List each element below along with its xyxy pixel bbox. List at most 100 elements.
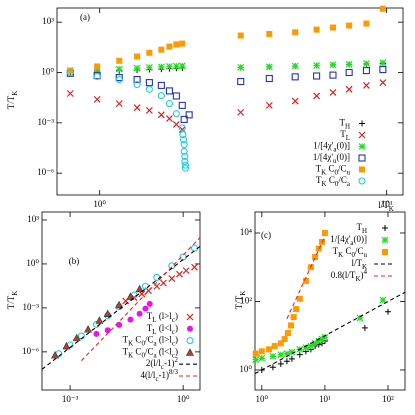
marker-open-circle <box>133 81 141 89</box>
marker-open-circle <box>165 100 173 108</box>
marker-cross <box>345 85 353 93</box>
marker-plus <box>296 351 303 358</box>
marker-star <box>265 63 273 71</box>
marker-cross <box>115 100 123 108</box>
legend-label: 2(l/lc-1)2 <box>146 356 179 371</box>
marker-circle <box>116 321 123 328</box>
x-axis-label: l/TK <box>378 200 394 213</box>
marker-circle <box>146 300 153 307</box>
marker-star <box>291 62 299 70</box>
marker-star <box>172 62 180 70</box>
marker-square <box>290 314 297 321</box>
marker-star <box>345 60 353 68</box>
marker-square <box>134 53 141 60</box>
plot-frame <box>41 211 201 391</box>
y-tick-label: 10⁰ <box>26 258 39 268</box>
marker-square <box>158 46 165 53</box>
marker-triangle <box>126 292 135 300</box>
marker-open-square <box>185 111 193 119</box>
x-tick-label: 10² <box>382 394 394 404</box>
panel-label: (c) <box>261 230 271 240</box>
marker-cross <box>186 313 194 321</box>
marker-square <box>252 350 259 357</box>
y-tick-label: 10⁻⁶ <box>37 167 54 177</box>
marker-triangle <box>103 309 112 318</box>
marker-square <box>296 295 303 302</box>
marker-star <box>379 59 387 67</box>
y-tick-label: 10³ <box>42 16 54 26</box>
marker-open-circle <box>190 244 199 252</box>
marker-star <box>178 62 186 70</box>
marker-square <box>302 277 309 284</box>
marker-open-square <box>313 72 321 80</box>
marker-square <box>265 346 272 353</box>
marker-cross <box>172 121 180 128</box>
marker-triangle <box>84 325 93 333</box>
legend-label: 1/[4χ'a(0)] <box>313 141 350 154</box>
legend-label: TL (l>lc) <box>147 311 178 324</box>
legend-label: TL <box>340 129 350 142</box>
marker-square <box>329 24 336 31</box>
legend-label: TL (l<lc) <box>147 323 178 336</box>
marker-cross <box>313 92 321 100</box>
marker-triangle <box>51 350 60 359</box>
marker-star <box>381 236 389 244</box>
marker-star <box>93 66 101 73</box>
marker-triangle <box>135 284 144 293</box>
y-axis-label: T/TK <box>234 291 247 310</box>
legend-label: 0.8(l/TK)4 <box>331 268 368 283</box>
legend-label: 1/[4χ'u(0)] <box>313 152 350 165</box>
marker-star <box>315 337 323 345</box>
x-tick-label: 10⁰ <box>256 394 269 404</box>
marker-open-square <box>178 101 186 109</box>
marker-square <box>321 229 328 236</box>
marker-circle <box>93 330 100 337</box>
marker-star <box>379 296 387 304</box>
marker-square <box>287 322 294 329</box>
marker-star <box>283 350 291 358</box>
marker-cross <box>265 101 273 109</box>
marker-star <box>166 63 173 70</box>
marker-triangle <box>72 333 81 342</box>
marker-square <box>346 22 353 29</box>
marker-cross <box>168 275 176 283</box>
x-tick-label: 10⁰ <box>93 199 106 209</box>
legend-label: TK C0/Ca (l>lc) <box>123 335 178 348</box>
y-tick-label: 10⁰ <box>41 67 54 77</box>
marker-square <box>237 32 244 39</box>
fit-line <box>286 236 326 320</box>
marker-open-square <box>172 92 180 100</box>
marker-square <box>281 336 288 343</box>
marker-star <box>237 64 245 71</box>
marker-cross <box>191 263 198 271</box>
y-axis-label: T/TK <box>6 291 19 310</box>
x-tick-label: 10¹ <box>319 394 331 404</box>
marker-square <box>312 253 319 260</box>
marker-star <box>115 65 123 73</box>
marker-star <box>362 60 370 68</box>
marker-star <box>157 63 165 71</box>
marker-square <box>116 57 123 64</box>
marker-open-circle <box>181 152 189 160</box>
marker-star <box>288 348 296 356</box>
marker-open-square <box>237 77 245 86</box>
marker-triangle <box>185 348 195 356</box>
marker-cross <box>145 106 153 114</box>
marker-square <box>173 41 180 48</box>
plot-frame <box>254 211 406 391</box>
legend-label: TK C0/Ca <box>316 175 351 188</box>
marker-open-square <box>329 71 337 79</box>
marker-open-square <box>180 115 188 123</box>
marker-open-square <box>291 73 299 81</box>
marker-open-circle <box>180 147 188 155</box>
marker-square <box>94 63 101 70</box>
legend-label: TK C0/Cu <box>333 246 368 259</box>
marker-triangle <box>115 300 124 309</box>
marker-square <box>379 5 386 12</box>
marker-square <box>359 166 365 173</box>
marker-star <box>277 351 285 359</box>
legend-label: TH <box>356 222 367 235</box>
legend-label: TH <box>339 118 350 131</box>
marker-square <box>382 249 388 255</box>
marker-cross <box>237 108 245 116</box>
